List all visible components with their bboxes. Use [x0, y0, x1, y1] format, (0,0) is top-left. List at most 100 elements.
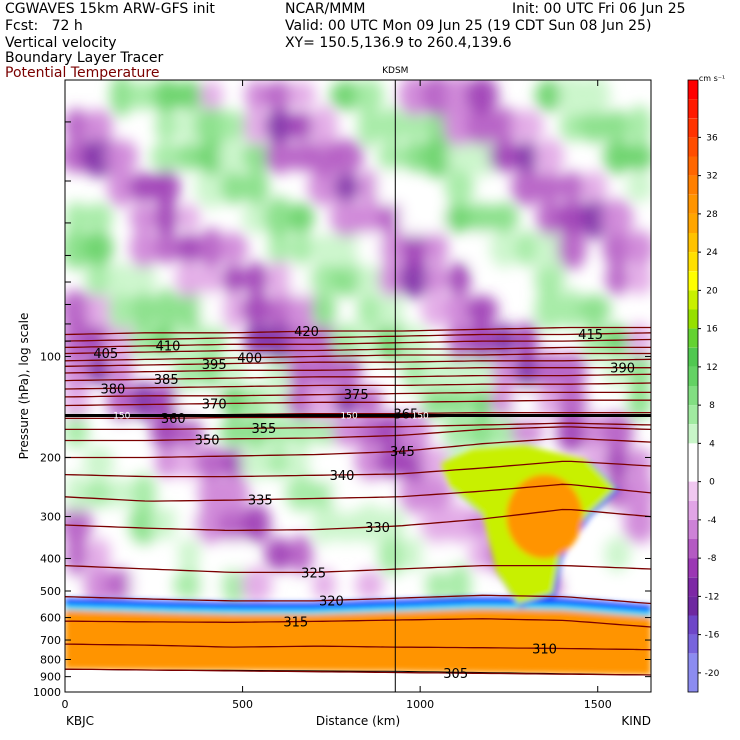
isentrope-label: 320 [319, 594, 344, 609]
right-endpoint: KIND [621, 714, 651, 728]
colorbar-bin [688, 80, 698, 100]
y-tick-label: 500 [40, 585, 61, 598]
center-name: NCAR/MMM [285, 1, 366, 17]
isentrope-label: 370 [202, 398, 227, 413]
isentrope-385 [65, 373, 651, 382]
isentrope-390 [65, 367, 651, 374]
colorbar-label: 12 [706, 363, 717, 373]
cross-section-xy: XY= 150.5,136.9 to 260.4,139.6 [285, 35, 512, 51]
plot-frame [64, 79, 652, 693]
colorbar-bin [688, 519, 698, 539]
isentrope-label: 305 [443, 667, 468, 682]
isentrope-395 [65, 358, 651, 367]
isentrope-label: 400 [237, 352, 262, 367]
y-tick-label: 800 [40, 653, 61, 666]
isentrope-label: 395 [202, 358, 227, 373]
colorbar-bin [688, 539, 698, 559]
forecast-hour: Fcst: 72 h [5, 18, 83, 34]
field-label-3: Potential Temperature [5, 65, 160, 81]
isentrope-label: 335 [248, 494, 273, 509]
tropopause-label: 150 [412, 412, 429, 422]
x-tick-label: 500 [232, 698, 253, 711]
y-tick-label: 400 [40, 552, 61, 565]
isentrope-350 [65, 426, 651, 442]
isentrope-410 [65, 338, 651, 349]
isentrope-label: 355 [251, 422, 276, 437]
colorbar-bin [688, 233, 698, 253]
isentrope-label: 325 [301, 566, 326, 581]
terrain [65, 669, 651, 692]
isentrope-420 [65, 326, 651, 336]
colorbar-unit: cm s⁻¹ [699, 74, 725, 83]
colorbar-bin [688, 443, 698, 463]
colorbar-label: 24 [706, 248, 718, 258]
isentrope-380 [65, 382, 651, 390]
colorbar-bin [688, 558, 698, 578]
colorbar-bin [688, 615, 698, 635]
isentrope-345 [65, 437, 651, 459]
colorbar-bin [688, 634, 698, 654]
isentrope-400 [65, 352, 651, 362]
colorbar-bin [688, 577, 698, 597]
tropopause-label: 150 [113, 412, 130, 422]
isentrope-label: 415 [578, 328, 603, 343]
model-title: CGWAVES 15km ARW-GFS init [5, 1, 215, 17]
isentrope-label: 310 [532, 642, 557, 657]
colorbar-bin [688, 137, 698, 157]
x-axis-title: Distance (km) [316, 714, 400, 728]
colorbar-label: 4 [709, 439, 715, 449]
colorbar-label: -20 [705, 669, 720, 679]
isentrope-375 [65, 391, 651, 398]
x-tick-label: 1000 [406, 698, 434, 711]
isentrope-label: 405 [93, 347, 118, 362]
colorbar-bin [688, 328, 698, 348]
isentrope-label: 330 [365, 521, 390, 536]
y-tick-label: 200 [40, 451, 61, 464]
isentrope-label: 315 [283, 616, 308, 631]
colorbar-label: 8 [709, 401, 715, 411]
colorbar-label: -12 [705, 592, 720, 602]
isentrope-330 [65, 508, 651, 532]
isentrope-320 [65, 594, 651, 605]
y-tick-label: 300 [40, 511, 61, 524]
isentrope-label: 410 [156, 340, 181, 355]
field-label-2: Boundary Layer Tracer [5, 50, 164, 66]
colorbar-bin [688, 481, 698, 501]
colorbar-label: 36 [706, 133, 718, 143]
colorbar-label: 32 [706, 172, 717, 182]
left-endpoint: KBJC [66, 714, 94, 728]
colorbar-bin [688, 424, 698, 444]
colorbar-bin [688, 175, 698, 195]
init-time: Init: 00 UTC Fri 06 Jun 25 [512, 1, 686, 17]
isentrope-340 [65, 460, 651, 478]
colorbar-bin [688, 405, 698, 425]
colorbar-bin [688, 194, 698, 214]
y-axis-title: Pressure (hPa), log scale [17, 313, 31, 460]
isentrope-405 [65, 346, 651, 355]
field-label-1: Vertical velocity [5, 35, 117, 51]
y-tick-label: 600 [40, 612, 61, 625]
y-tick-label: 900 [40, 671, 61, 684]
kdsm-marker-label: KDSM [382, 66, 408, 76]
colorbar-bin [688, 156, 698, 176]
isentrope-355 [65, 422, 651, 431]
isentrope-label: 385 [154, 373, 179, 388]
isentrope-label: 420 [294, 325, 319, 340]
colorbar-bin [688, 347, 698, 367]
y-tick-label: 100 [40, 350, 61, 363]
colorbar-bin [688, 309, 698, 329]
isentrope-305 [65, 668, 651, 676]
colorbar-label: -16 [705, 631, 720, 641]
x-tick-label: 1500 [584, 698, 612, 711]
y-tick-label: 1000 [33, 686, 61, 699]
colorbar-bin [688, 213, 698, 233]
colorbar-bin [688, 290, 698, 310]
isentrope-325 [65, 564, 651, 574]
colorbar-bin [688, 99, 698, 119]
colorbar: 36 32 28 24 20 16 12 8 4 0 -4 -8 -12 -16 -20 cm s⁻¹ [687, 74, 725, 693]
isentrope-310 [65, 643, 651, 651]
y-tick-label: 700 [40, 634, 61, 647]
colorbar-bin [688, 500, 698, 520]
